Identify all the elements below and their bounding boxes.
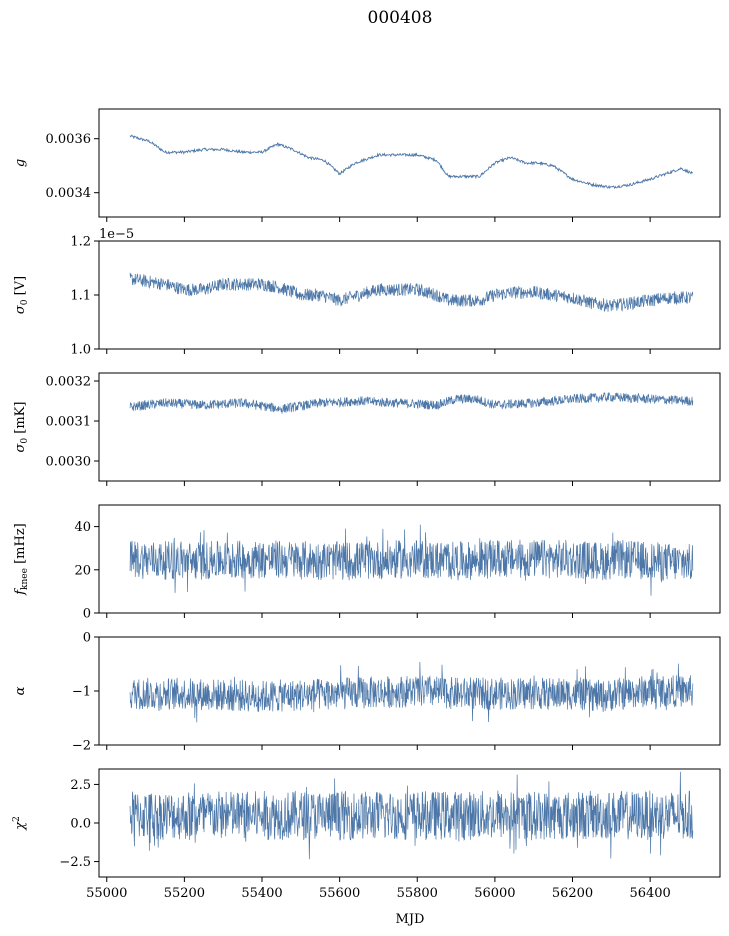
y-tick-label: 40 [74, 520, 91, 535]
x-tick-label: 56200 [552, 886, 593, 901]
panel-3: 0.0030 0.0031 0.0032 σ0 [mK] [13, 372, 721, 486]
x-axis-label: MJD [396, 912, 425, 927]
x-tick-label: 56400 [629, 886, 670, 901]
y-tick-label: −2.5 [59, 855, 91, 870]
y-tick-label: 0.0 [70, 817, 91, 832]
panel-frame [98, 372, 721, 482]
y-tick-label: 0.0034 [46, 186, 92, 201]
y-tick-label: 0.0036 [46, 132, 92, 147]
panel-4: 0 20 40 fknee [mHz] [13, 504, 721, 622]
x-tick-label: 55800 [397, 886, 438, 901]
panel-frame [98, 240, 721, 350]
y-axis-label: σ0 [V] [13, 276, 30, 314]
series-line-1 [129, 134, 693, 190]
figure-title: 000408 [368, 8, 433, 28]
y-tick-label: 1.2 [70, 235, 91, 250]
panel-1: 0.0034 0.0036 g [13, 108, 721, 222]
panel-frame [98, 108, 721, 218]
y-axis-label: g [13, 159, 28, 167]
series-line-3 [129, 392, 694, 414]
y-tick-label: 0.0031 [46, 415, 92, 430]
y-offset-label: 1e−5 [99, 227, 134, 242]
series-line-6 [129, 771, 694, 860]
panel-5: −2 −1 0 α [13, 631, 721, 754]
x-tick-label: 55200 [164, 886, 205, 901]
x-tick-label: 55600 [319, 886, 360, 901]
y-tick-label: 2.5 [70, 778, 91, 793]
y-axis-label: σ0 [mK] [13, 402, 30, 453]
panel-frame [98, 504, 721, 614]
series-line-5 [129, 662, 694, 723]
y-tick-label: 1.0 [70, 343, 91, 358]
x-tick-label: 55400 [241, 886, 282, 901]
series-line-4 [129, 524, 694, 596]
y-tick-label: −2 [72, 739, 91, 754]
x-tick-label: 56000 [474, 886, 515, 901]
y-axis-label: α [13, 686, 28, 695]
y-tick-label: 0.0030 [46, 455, 92, 470]
series-line-2 [129, 272, 694, 312]
y-tick-label: −1 [72, 685, 91, 700]
y-tick-label: 0 [83, 607, 91, 622]
y-tick-label: 0.0032 [46, 375, 92, 390]
panel-6: −2.5 0.0 2.5 55000 55200 55400 55600 55800 56000… [12, 768, 721, 901]
y-axis-label: χ2 [12, 816, 28, 831]
panel-2: 1.0 1.1 1.2 1e−5 σ0 [V] [13, 227, 721, 358]
y-axis-label: fknee [mHz] [13, 523, 30, 596]
x-tick-label: 55000 [86, 886, 127, 901]
y-tick-label: 20 [74, 563, 91, 578]
y-tick-label: 1.1 [70, 289, 91, 304]
y-tick-label: 0 [83, 631, 91, 646]
